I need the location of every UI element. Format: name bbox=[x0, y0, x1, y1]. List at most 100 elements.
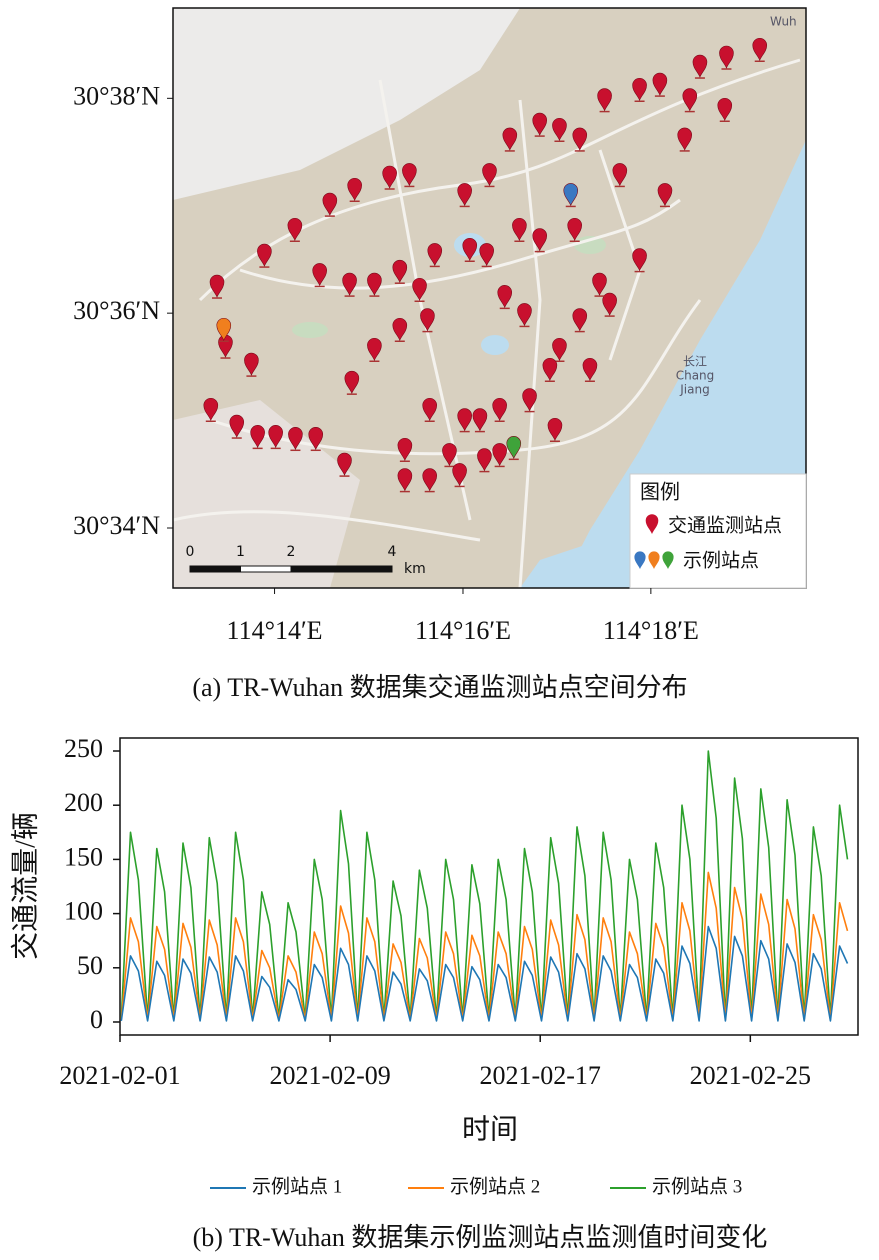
scale-segment bbox=[240, 565, 292, 573]
station-marker bbox=[442, 443, 457, 467]
station-marker bbox=[397, 468, 413, 492]
map-legend bbox=[629, 473, 807, 589]
scale-unit: km bbox=[404, 561, 426, 577]
station-marker bbox=[457, 408, 472, 432]
station-marker bbox=[547, 417, 563, 442]
station-marker bbox=[427, 243, 443, 267]
x-tick-label: 114°18′E bbox=[603, 616, 699, 645]
station-marker bbox=[602, 292, 617, 316]
station-marker bbox=[597, 88, 612, 112]
station-marker bbox=[563, 183, 579, 207]
legend-label: 示例站点 2 bbox=[450, 1175, 540, 1197]
y-tick-label: 250 bbox=[64, 734, 103, 763]
station-marker bbox=[692, 54, 708, 78]
station-marker bbox=[632, 248, 647, 272]
station-marker bbox=[506, 436, 522, 460]
legend-marker bbox=[645, 514, 659, 534]
station-marker bbox=[216, 317, 232, 342]
scale-segment bbox=[189, 565, 241, 573]
station-marker bbox=[344, 370, 360, 394]
station-marker bbox=[497, 285, 513, 309]
legend-marker bbox=[634, 551, 646, 569]
legend-marker bbox=[648, 551, 660, 569]
x-tick-label: 2021-02-01 bbox=[59, 1061, 180, 1090]
legend-label: 示例站点 1 bbox=[252, 1175, 342, 1197]
map-label: Wuh bbox=[770, 15, 797, 29]
station-marker bbox=[717, 97, 733, 122]
y-tick-label: 200 bbox=[64, 788, 103, 817]
station-marker bbox=[752, 37, 768, 62]
station-marker bbox=[479, 243, 494, 267]
station-marker bbox=[472, 408, 488, 432]
station-marker bbox=[657, 183, 673, 207]
map-frame bbox=[172, 7, 807, 589]
station-marker bbox=[462, 237, 478, 262]
station-marker bbox=[308, 426, 324, 451]
station-marker bbox=[412, 277, 427, 302]
station-marker bbox=[322, 192, 338, 216]
station-marker bbox=[517, 303, 532, 327]
station-marker bbox=[492, 397, 507, 422]
station-marker bbox=[492, 443, 507, 467]
legend-title: 图例 bbox=[640, 481, 680, 504]
station-marker bbox=[612, 163, 628, 187]
station-marker bbox=[203, 397, 219, 422]
station-marker bbox=[402, 163, 417, 187]
station-marker bbox=[367, 272, 382, 296]
station-marker bbox=[567, 217, 582, 242]
station-marker bbox=[312, 263, 327, 287]
station-marker bbox=[477, 448, 492, 472]
legend-label: 示例站点 3 bbox=[652, 1175, 742, 1197]
station-marker bbox=[209, 274, 225, 298]
map-label: Jiang bbox=[679, 383, 709, 397]
station-marker bbox=[342, 272, 357, 296]
markers bbox=[203, 37, 768, 493]
x-tick-label: 2021-02-09 bbox=[269, 1061, 390, 1090]
station-marker bbox=[502, 127, 518, 151]
station-marker bbox=[592, 272, 607, 296]
legend-label: 交通监测站点 bbox=[668, 514, 782, 536]
caption: (b) TR-Wuhan 数据集示例监测站点监测值时间变化 bbox=[193, 1223, 768, 1252]
station-marker bbox=[572, 127, 588, 151]
y-tick-label: 30°38′N bbox=[73, 81, 160, 110]
x-tick-label: 2021-02-25 bbox=[690, 1061, 811, 1090]
station-marker bbox=[719, 45, 734, 69]
station-marker bbox=[422, 468, 437, 492]
station-marker bbox=[482, 163, 497, 187]
x-tick-label: 114°16′E bbox=[415, 616, 511, 645]
x-axis-label: 时间 bbox=[462, 1113, 518, 1145]
legend-label: 示例站点 bbox=[683, 549, 759, 571]
station-marker bbox=[382, 165, 397, 189]
caption: (a) TR-Wuhan 数据集交通监测站点空间分布 bbox=[192, 673, 687, 702]
legend-marker bbox=[662, 551, 674, 569]
series-line bbox=[120, 925, 849, 1022]
station-marker bbox=[397, 437, 413, 462]
station-marker bbox=[682, 88, 698, 112]
station-marker bbox=[532, 112, 548, 136]
y-tick-label: 30°36′N bbox=[73, 296, 160, 325]
station-marker bbox=[288, 426, 303, 451]
station-marker bbox=[392, 317, 408, 342]
station-marker bbox=[337, 452, 352, 476]
station-marker bbox=[420, 308, 435, 332]
x-tick-label: 114°14′E bbox=[227, 616, 323, 645]
scale-label: 0 bbox=[186, 544, 195, 560]
series-line bbox=[120, 750, 849, 1020]
scale-segment bbox=[290, 565, 393, 573]
station-marker bbox=[287, 217, 303, 242]
station-marker bbox=[457, 183, 472, 207]
y-tick-label: 30°34′N bbox=[73, 511, 160, 540]
station-marker bbox=[522, 388, 537, 412]
station-marker bbox=[572, 308, 588, 332]
station-marker bbox=[244, 352, 259, 376]
series-line bbox=[120, 871, 849, 1021]
y-tick-label: 100 bbox=[64, 897, 103, 926]
station-marker bbox=[367, 337, 382, 362]
station-marker bbox=[542, 357, 558, 382]
station-marker bbox=[532, 228, 548, 252]
plot-frame bbox=[119, 737, 859, 1036]
station-marker bbox=[677, 127, 693, 151]
scale-label: 1 bbox=[236, 544, 245, 560]
map-label: 长江 bbox=[683, 355, 707, 369]
